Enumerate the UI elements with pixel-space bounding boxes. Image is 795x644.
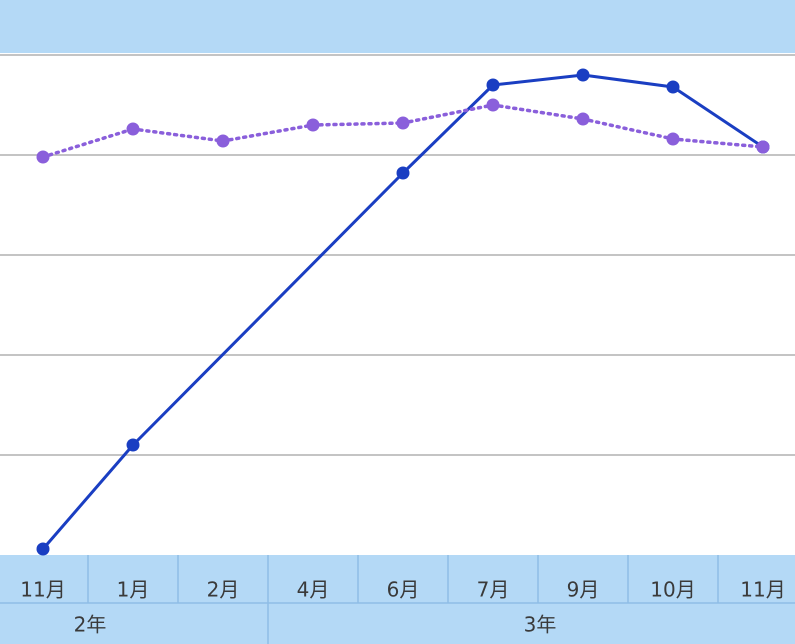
x-tick-label: 7月 [477, 578, 510, 602]
point [576, 68, 590, 82]
point [396, 116, 410, 130]
series-line [581, 117, 675, 141]
series-line [41, 443, 135, 551]
x-tick-label: 4月 [297, 578, 330, 602]
x-tick-label: 11月 [740, 578, 785, 602]
series-line [311, 121, 405, 127]
series-line [131, 171, 405, 447]
x-tick-label: 1月 [117, 578, 150, 602]
point [36, 542, 50, 556]
series-line [581, 73, 675, 89]
point [486, 98, 500, 112]
x-tick-label: 6月 [387, 578, 420, 602]
series-line [401, 103, 495, 125]
year-label: 3年 [524, 613, 557, 637]
series-line [491, 73, 585, 87]
point [666, 132, 680, 146]
point [756, 140, 770, 154]
x-tick-label: 9月 [567, 578, 600, 602]
series-line [671, 85, 765, 149]
series-line [41, 127, 135, 159]
point [576, 112, 590, 126]
point [36, 150, 50, 164]
x-tick-label: 2月 [207, 578, 240, 602]
point [126, 438, 140, 452]
x-tick-label: 11月 [20, 578, 65, 602]
axis-band [0, 555, 795, 644]
top-bar [0, 0, 795, 53]
x-tick-label: 10月 [650, 578, 695, 602]
year-label: 2年 [74, 613, 107, 637]
series-line [401, 83, 495, 175]
series-line [671, 137, 765, 149]
series-line [491, 103, 585, 121]
point [666, 80, 680, 94]
point [486, 78, 500, 92]
point [126, 122, 140, 136]
series-line [131, 127, 225, 143]
point [396, 166, 410, 180]
point [216, 134, 230, 148]
series-line [221, 123, 315, 143]
point [306, 118, 320, 132]
